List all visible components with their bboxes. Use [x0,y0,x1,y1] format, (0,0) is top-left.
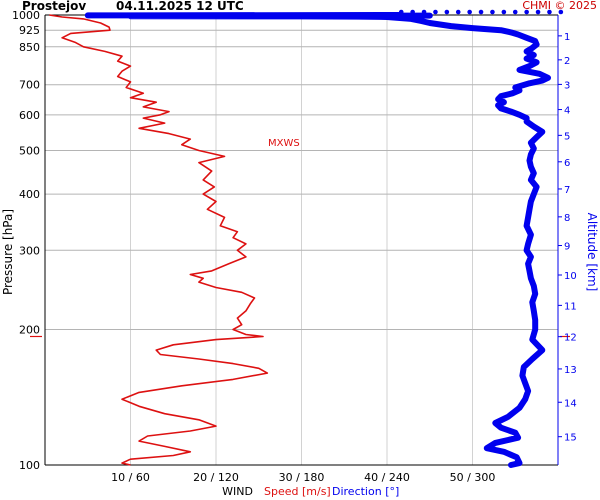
y-tick-label: 600 [19,109,40,122]
altitude-tick-label: 4 [564,106,570,117]
grid-layer [45,15,558,465]
y-tick-label: 700 [19,79,40,92]
y-tick-label: 100 [19,459,40,472]
x-tick-label: 50 / 300 [450,471,496,484]
direction-surface-dot [490,9,495,15]
direction-surface-dot [421,9,427,15]
altitude-tick-label: 3 [564,80,570,91]
x-tick-label: 10 / 60 [111,471,150,484]
y-tick-label: 1000 [12,9,40,22]
direction-surface-dot [398,9,404,15]
direction-surface-dot [444,9,450,15]
altitude-tick-label: 12 [564,333,577,344]
y-tick-label: 200 [19,324,40,337]
altitude-tick-label: 7 [564,185,570,196]
direction-surface-dot [535,9,541,15]
altitude-tick-label: 10 [564,271,577,282]
altitude-tick-label: 2 [564,56,570,67]
direction-surface-dot [524,9,529,15]
altitude-tick-label: 14 [564,398,577,409]
ticks-layer: 10 / 60 20 / 120 30 / 180 40 / 240 50 / 300 1… [12,9,577,484]
altitude-tick-label: 11 [564,301,577,312]
direction-surface-dot [433,9,438,15]
altitude-tick-label: 15 [564,433,577,444]
direction-surface-dot [501,9,507,15]
direction-surface-dot [547,9,552,15]
altitude-tick-label: 13 [564,365,577,376]
altitude-tick-label: 9 [564,242,570,253]
x-tick-label: 20 / 120 [193,471,239,484]
direction-surface-dot [455,9,461,15]
y-tick-label: 300 [19,244,40,257]
x-label-speed: Speed [m/s] [264,485,331,498]
station-name: Prostejov [22,0,87,13]
direction-surface-dot [558,9,564,15]
speed-series-line [49,14,269,466]
y-tick-label: 925 [19,24,40,37]
y-tick-label: 850 [19,41,40,54]
direction-surface-dot [467,9,472,15]
altitude-tick-label: 8 [564,213,570,224]
copyright-label: CHMI © 2025 [522,0,597,12]
mxws-annotation: MXWS [268,138,300,149]
x-tick-label: 40 / 240 [364,471,410,484]
sounding-datetime: 04.11.2025 12 UTC [116,0,244,13]
altitude-tick-label: 6 [564,158,570,169]
right-axis-label: Altitude [km] [585,213,599,292]
altitude-tick-label: 5 [564,131,570,142]
y-axis-label: Pressure [hPa] [1,209,15,295]
direction-surface-dot [512,9,518,15]
direction-surface-dot [410,9,415,15]
x-tick-label: 30 / 180 [279,471,325,484]
direction-surface-dot [478,9,484,15]
altitude-tick-label: 1 [564,32,570,43]
x-label-direction: Direction [°] [332,485,399,498]
x-title-wind: WIND [222,485,253,498]
series-layer [49,9,564,468]
direction-series-line [84,12,551,468]
y-tick-label: 500 [19,144,40,157]
y-tick-label: 400 [19,188,40,201]
